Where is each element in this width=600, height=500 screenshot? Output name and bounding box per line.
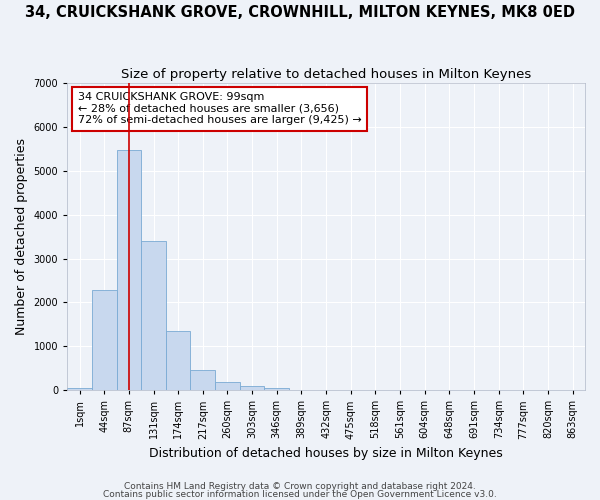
Text: Contains HM Land Registry data © Crown copyright and database right 2024.: Contains HM Land Registry data © Crown c… bbox=[124, 482, 476, 491]
Y-axis label: Number of detached properties: Number of detached properties bbox=[15, 138, 28, 335]
X-axis label: Distribution of detached houses by size in Milton Keynes: Distribution of detached houses by size … bbox=[149, 447, 503, 460]
Bar bbox=[240, 386, 265, 390]
Bar bbox=[92, 290, 116, 390]
Title: Size of property relative to detached houses in Milton Keynes: Size of property relative to detached ho… bbox=[121, 68, 531, 80]
Text: Contains public sector information licensed under the Open Government Licence v3: Contains public sector information licen… bbox=[103, 490, 497, 499]
Bar bbox=[265, 388, 289, 390]
Bar bbox=[141, 241, 166, 390]
Bar bbox=[166, 332, 190, 390]
Bar bbox=[116, 150, 141, 390]
Bar bbox=[215, 382, 240, 390]
Bar bbox=[67, 388, 92, 390]
Bar bbox=[190, 370, 215, 390]
Text: 34, CRUICKSHANK GROVE, CROWNHILL, MILTON KEYNES, MK8 0ED: 34, CRUICKSHANK GROVE, CROWNHILL, MILTON… bbox=[25, 5, 575, 20]
Text: 34 CRUICKSHANK GROVE: 99sqm
← 28% of detached houses are smaller (3,656)
72% of : 34 CRUICKSHANK GROVE: 99sqm ← 28% of det… bbox=[77, 92, 361, 126]
